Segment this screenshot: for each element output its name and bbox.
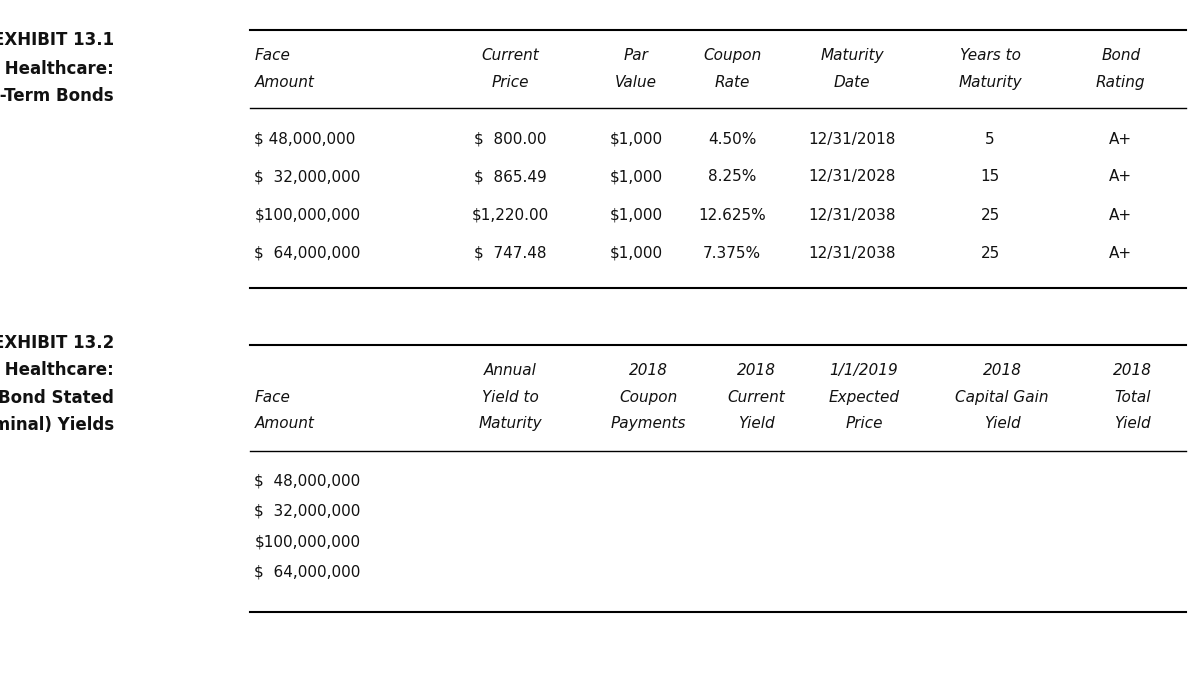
Text: Current: Current — [481, 48, 539, 63]
Text: 25: 25 — [980, 246, 1000, 260]
Text: Price: Price — [845, 417, 883, 431]
Text: 5: 5 — [985, 132, 995, 147]
Text: $  64,000,000: $ 64,000,000 — [254, 565, 361, 579]
Text: EXHIBIT 13.2: EXHIBIT 13.2 — [0, 334, 114, 352]
Text: $  747.48: $ 747.48 — [474, 246, 546, 260]
Text: Maturity: Maturity — [478, 417, 542, 431]
Text: 2018: 2018 — [629, 363, 667, 378]
Text: 7.375%: 7.375% — [703, 246, 761, 260]
Text: Payments: Payments — [611, 417, 685, 431]
Text: $  48,000,000: $ 48,000,000 — [254, 474, 361, 489]
Text: 15: 15 — [980, 170, 1000, 184]
Text: 2018: 2018 — [1114, 363, 1152, 378]
Text: $1,000: $1,000 — [610, 132, 662, 147]
Text: 1/1/2019: 1/1/2019 — [829, 363, 899, 378]
Text: Maturity: Maturity — [820, 48, 884, 63]
Text: Coupon: Coupon — [703, 48, 761, 63]
Text: Yield to: Yield to — [481, 390, 539, 404]
Text: Annual: Annual — [484, 363, 536, 378]
Text: A+: A+ — [1109, 132, 1133, 147]
Text: Capital Gain: Capital Gain — [955, 390, 1049, 404]
Text: Pacific Healthcare:: Pacific Healthcare: — [0, 361, 114, 379]
Text: $1,000: $1,000 — [610, 170, 662, 184]
Text: $  865.49: $ 865.49 — [474, 170, 546, 184]
Text: Amount: Amount — [254, 417, 314, 431]
Text: Face: Face — [254, 48, 290, 63]
Text: Rating: Rating — [1096, 75, 1146, 90]
Text: $  32,000,000: $ 32,000,000 — [254, 504, 361, 519]
Text: $  64,000,000: $ 64,000,000 — [254, 246, 361, 260]
Text: 8.25%: 8.25% — [708, 170, 756, 184]
Text: Expected: Expected — [828, 390, 900, 404]
Text: 2018: 2018 — [737, 363, 775, 378]
Text: Years to: Years to — [960, 48, 1020, 63]
Text: $1,220.00: $1,220.00 — [472, 208, 548, 223]
Text: $1,000: $1,000 — [610, 246, 662, 260]
Text: Current: Current — [727, 390, 785, 404]
Text: Long-Term Bonds: Long-Term Bonds — [0, 87, 114, 104]
Text: 12.625%: 12.625% — [698, 208, 766, 223]
Text: A+: A+ — [1109, 170, 1133, 184]
Text: 25: 25 — [980, 208, 1000, 223]
Text: Face: Face — [254, 390, 290, 404]
Text: $100,000,000: $100,000,000 — [254, 534, 360, 549]
Text: $ 48,000,000: $ 48,000,000 — [254, 132, 355, 147]
Text: Bond: Bond — [1102, 48, 1140, 63]
Text: 12/31/2028: 12/31/2028 — [809, 170, 895, 184]
Text: Price: Price — [491, 75, 529, 90]
Text: Pacific Healthcare:: Pacific Healthcare: — [0, 60, 114, 77]
Text: Maturity: Maturity — [958, 75, 1022, 90]
Text: 12/31/2018: 12/31/2018 — [809, 132, 895, 147]
Text: Yield: Yield — [984, 417, 1020, 431]
Text: Long-Term Bond Stated: Long-Term Bond Stated — [0, 390, 114, 407]
Text: 12/31/2038: 12/31/2038 — [809, 208, 895, 223]
Text: A+: A+ — [1109, 208, 1133, 223]
Text: Rate: Rate — [714, 75, 750, 90]
Text: Yield: Yield — [1115, 417, 1151, 431]
Text: Value: Value — [616, 75, 658, 90]
Text: Yield: Yield — [738, 417, 774, 431]
Text: $  32,000,000: $ 32,000,000 — [254, 170, 361, 184]
Text: $100,000,000: $100,000,000 — [254, 208, 360, 223]
Text: $  800.00: $ 800.00 — [474, 132, 546, 147]
Text: A+: A+ — [1109, 246, 1133, 260]
Text: Total: Total — [1115, 390, 1151, 404]
Text: 12/31/2038: 12/31/2038 — [809, 246, 895, 260]
Text: 2018: 2018 — [983, 363, 1021, 378]
Text: $1,000: $1,000 — [610, 208, 662, 223]
Text: Par: Par — [624, 48, 648, 63]
Text: 4.50%: 4.50% — [708, 132, 756, 147]
Text: EXHIBIT 13.1: EXHIBIT 13.1 — [0, 32, 114, 49]
Text: Date: Date — [834, 75, 870, 90]
Text: Coupon: Coupon — [619, 390, 677, 404]
Text: Amount: Amount — [254, 75, 314, 90]
Text: (Nominal) Yields: (Nominal) Yields — [0, 417, 114, 434]
